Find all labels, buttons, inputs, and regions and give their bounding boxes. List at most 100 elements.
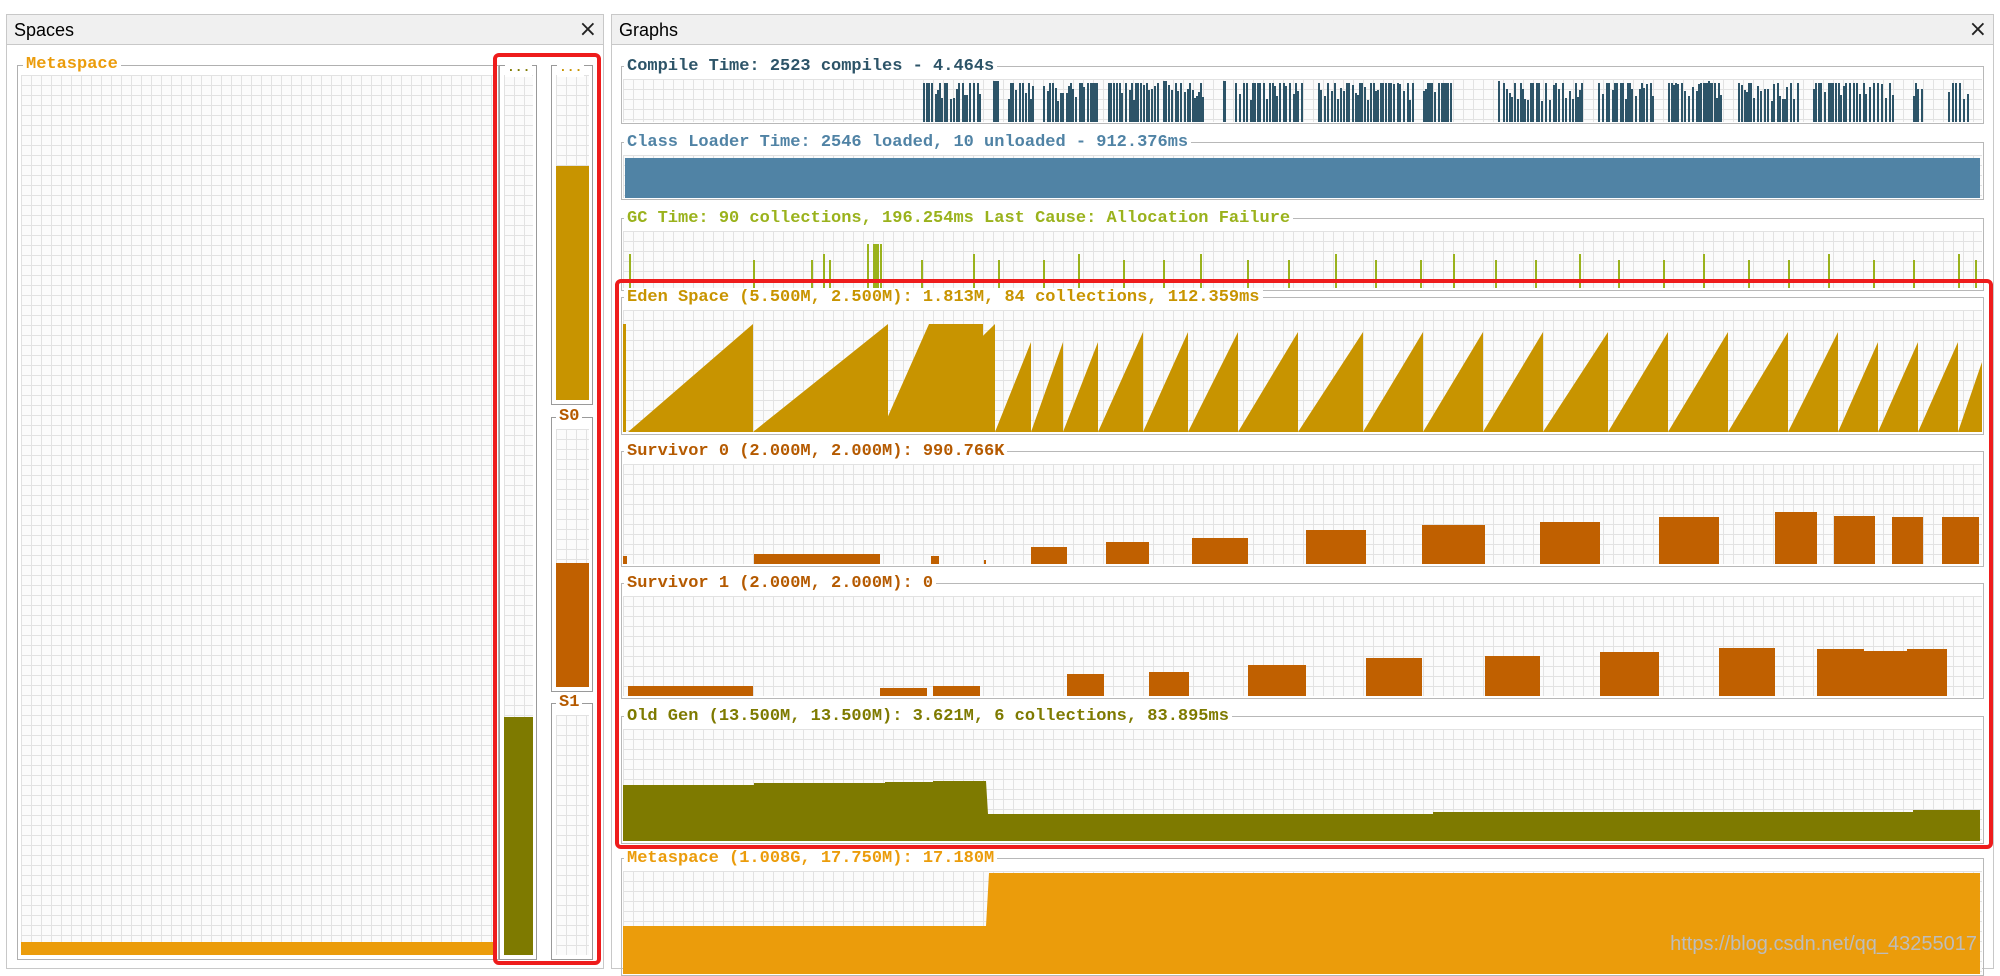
compile-spike: [1741, 85, 1743, 122]
compile-spike: [1125, 83, 1127, 122]
compile-spike: [1094, 83, 1096, 122]
compile-spike: [1629, 83, 1631, 122]
compile-spike: [1119, 83, 1121, 122]
compile-spike: [1569, 91, 1571, 122]
compile-spike: [1824, 92, 1826, 122]
gc-spike: [1123, 260, 1125, 288]
survivor-1-graph: [623, 596, 1982, 696]
compile-spike: [1524, 99, 1526, 122]
eden-sawtooth: [1188, 332, 1238, 432]
gc-spike: [1828, 254, 1830, 288]
survivor-1-block: [1067, 674, 1104, 696]
class-loader-graph: [623, 155, 1982, 198]
eden-space-series: [623, 324, 1982, 432]
compile-spike: [1022, 83, 1024, 122]
survivor-1-block: [933, 686, 980, 696]
compile-spike: [1538, 83, 1540, 122]
compile-spike: [1760, 91, 1762, 122]
compile-spike: [1575, 83, 1577, 122]
gc-spike: [1748, 260, 1750, 288]
survivor-0-label: Survivor 0 (2.000M, 2.000M): 990.766K: [624, 443, 1008, 461]
compile-spike: [1129, 90, 1131, 122]
eden-sawtooth: [1298, 332, 1363, 432]
metaspace-group: [17, 65, 499, 960]
eden-sawtooth: [1918, 342, 1958, 432]
gc-spike: [1247, 260, 1249, 288]
compile-spike: [1096, 83, 1098, 122]
eden-sawtooth: [1838, 342, 1878, 432]
compile-spike: [1032, 86, 1034, 122]
compile-spike: [1746, 92, 1748, 122]
survivor-1-block: [1485, 656, 1540, 696]
compile-spike: [1331, 91, 1333, 122]
compile-spike: [1083, 87, 1085, 122]
gc-spike: [829, 260, 831, 288]
class-loader-label: Class Loader Time: 2546 loaded, 10 unloa…: [624, 134, 1192, 152]
survivor-0-block: [1540, 522, 1600, 564]
gc-spike: [973, 254, 975, 288]
compile-spike: [953, 98, 955, 122]
old-gen-label: ...: [505, 59, 533, 77]
compile-spike: [1137, 83, 1139, 122]
compile-spike: [1057, 101, 1059, 122]
compile-spike: [1008, 99, 1010, 122]
survivor-0-block: [1031, 547, 1067, 564]
compile-spike: [1113, 83, 1115, 122]
compile-spike: [1289, 83, 1291, 122]
metaspace-fill: [21, 941, 495, 955]
compile-spike: [1684, 91, 1686, 122]
survivor-1-block: [880, 688, 927, 696]
survivor-1-group: [621, 583, 1984, 699]
compile-spike: [1577, 97, 1579, 122]
compile-time-label: Compile Time: 2523 compiles - 4.464s: [624, 58, 998, 76]
compile-spike: [1530, 83, 1532, 122]
compile-spike: [1793, 99, 1795, 122]
compile-spike: [1913, 96, 1915, 122]
survivor-1-block: [1149, 672, 1189, 696]
compile-spike: [1450, 83, 1452, 122]
eden-sawtooth: [1063, 342, 1098, 432]
compile-spike: [939, 83, 941, 122]
compile-spike: [1090, 83, 1092, 122]
compile-spike: [1151, 89, 1153, 122]
metaspace-area: [623, 873, 1980, 974]
compile-spike: [1276, 96, 1278, 122]
compile-spike: [1677, 84, 1679, 122]
compile-spike: [1049, 83, 1051, 122]
compile-spike: [1790, 83, 1792, 122]
eden-sawtooth: [628, 324, 753, 432]
compile-spike: [1116, 83, 1118, 122]
compile-spike: [1700, 83, 1702, 122]
compile-spike: [1355, 93, 1357, 122]
compile-spike: [1581, 83, 1583, 122]
compile-spike: [1622, 83, 1624, 122]
close-icon[interactable]: ×: [1968, 17, 1987, 42]
compile-spike: [1427, 83, 1429, 122]
compile-spike: [1146, 83, 1148, 122]
compile-spike: [1892, 95, 1894, 122]
close-icon[interactable]: ×: [578, 17, 597, 42]
compile-spike: [1915, 83, 1917, 122]
eden-space-group: [621, 297, 1984, 435]
eden-sawtooth: [1543, 332, 1608, 432]
compile-spike: [1598, 83, 1600, 122]
compile-spike: [958, 83, 960, 122]
compile-spike: [1043, 86, 1045, 122]
gc-spike: [880, 244, 882, 288]
eden-sawtooth: [1878, 342, 1918, 432]
compile-spike: [1108, 83, 1110, 122]
compile-spike: [1815, 83, 1817, 122]
compile-spike: [1612, 90, 1614, 122]
compile-spike: [1252, 83, 1254, 122]
survivor-0-block: [1106, 542, 1149, 564]
compile-spike: [1517, 99, 1519, 122]
survivor-0-block: [1659, 517, 1719, 564]
compile-spike: [1692, 87, 1694, 122]
compile-spike: [937, 90, 939, 122]
compile-spike: [979, 94, 981, 122]
compile-spike: [1668, 83, 1670, 122]
gc-spike: [921, 260, 923, 288]
compile-spike: [1010, 83, 1012, 122]
compile-spike: [1744, 90, 1746, 122]
survivor-0-block: [1942, 517, 1979, 564]
